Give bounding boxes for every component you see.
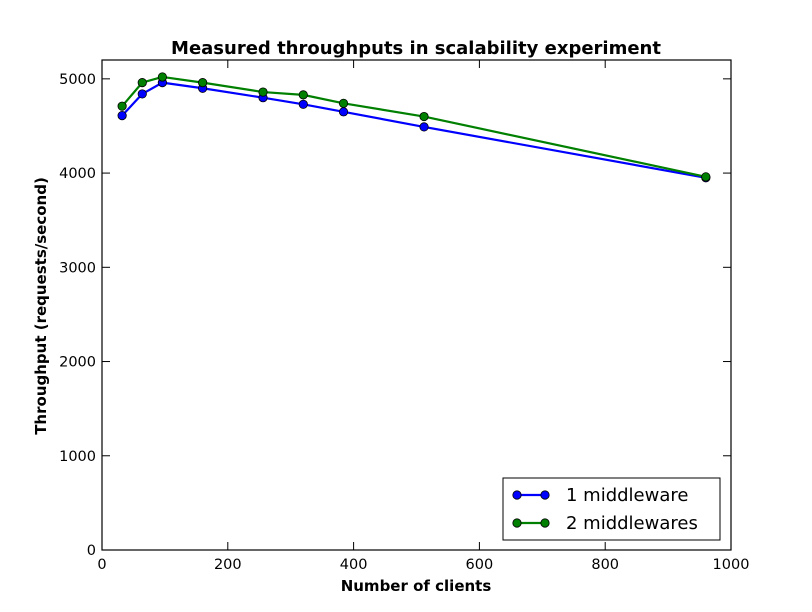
data-point	[117, 110, 127, 121]
legend: 1 middleware 2 middlewares	[502, 477, 721, 541]
data-point	[298, 99, 308, 109]
y-tick-label: 4000	[59, 166, 96, 182]
series-1	[117, 78, 711, 183]
legend-entry: 1 middleware	[512, 485, 688, 506]
axis-ticks: 0 200 400 600 800 1000 0 1000 2000 3000 4000 5000	[59, 60, 749, 573]
x-axis-label: Number of clients	[341, 577, 492, 595]
series-2	[117, 72, 711, 182]
legend-label: 2 middlewares	[566, 513, 698, 534]
x-tick-label: 400	[340, 557, 368, 573]
x-tick-label: 1000	[713, 557, 750, 573]
data-point	[137, 78, 147, 88]
data-point	[338, 98, 349, 108]
data-point	[157, 72, 167, 82]
legend-label: 1 middleware	[566, 485, 688, 506]
x-tick-label: 800	[591, 557, 619, 573]
data-point	[117, 101, 127, 111]
data-point	[419, 111, 429, 122]
series-layer	[117, 72, 711, 183]
legend-marker	[540, 518, 550, 528]
x-tick-label: 0	[97, 557, 106, 573]
x-tick-label: 200	[214, 557, 242, 573]
data-point	[198, 78, 208, 88]
data-point	[137, 89, 147, 99]
y-tick-label: 5000	[59, 72, 96, 88]
series-line	[121, 81, 707, 179]
legend-entry: 2 middlewares	[512, 513, 698, 534]
y-tick-label: 3000	[59, 260, 96, 276]
data-point	[258, 87, 268, 97]
y-tick-label: 2000	[59, 355, 96, 371]
legend-box	[502, 477, 721, 541]
x-tick-label: 600	[466, 557, 494, 573]
y-axis-label: Throughput (requests/second)	[32, 177, 50, 435]
data-point	[419, 122, 429, 132]
data-point	[701, 172, 711, 182]
data-point	[298, 90, 308, 100]
y-tick-label: 1000	[59, 449, 96, 465]
plot-area-frame	[101, 59, 732, 551]
legend-marker	[540, 490, 550, 500]
legend-marker	[512, 490, 522, 500]
legend-marker	[512, 518, 522, 528]
data-point	[338, 107, 349, 117]
chart-title: Measured throughputs in scalability expe…	[171, 38, 661, 59]
y-tick-label: 0	[87, 543, 96, 559]
